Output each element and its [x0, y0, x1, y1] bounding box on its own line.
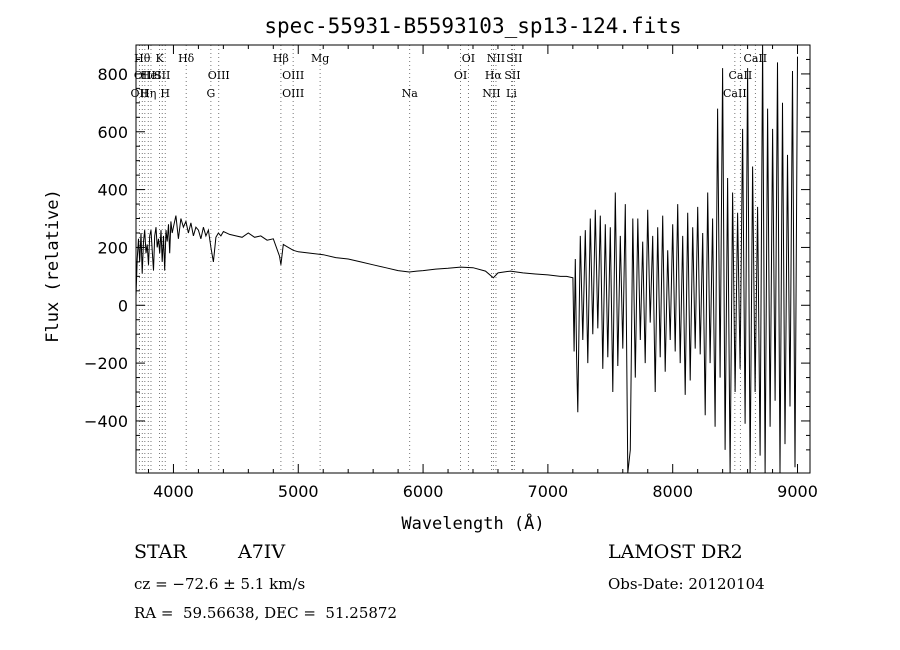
spectral-line-label: Hθ — [134, 52, 151, 65]
spectral-line-label: Hδ — [178, 52, 195, 65]
x-tick-label: 9000 — [777, 482, 818, 501]
x-tick-label: 7000 — [528, 482, 569, 501]
spectral-line-label: OI — [454, 69, 467, 82]
spectral-line-markers — [138, 45, 756, 473]
spectral-line-label: CaII — [743, 52, 767, 65]
plot-frame — [135, 44, 811, 474]
y-tick-label: 400 — [97, 181, 128, 200]
axis-ticks: 4000 5000 6000 7000 8000 9000 −400 −200 0 200 400 6… — [84, 44, 818, 501]
spectral-line-label: Hη — [140, 87, 156, 100]
spectral-line-label: Hβ — [273, 52, 289, 65]
redshift-velocity: cz = −72.6 ± 5.1 km/s — [134, 575, 306, 593]
survey-name: LAMOST DR2 — [608, 541, 743, 563]
y-tick-label: 200 — [97, 238, 128, 257]
spectral-line-label: SII — [506, 52, 522, 65]
spectral-line-label: OII — [131, 87, 149, 100]
y-tick-label: −400 — [84, 412, 128, 431]
y-tick-label: −200 — [84, 354, 128, 373]
x-tick-label: 4000 — [153, 482, 194, 501]
spectral-line-label: NII — [487, 52, 505, 65]
spectral-line-label: H — [160, 87, 170, 100]
object-class: STAR — [134, 541, 187, 563]
spectral-line-label: CaII — [723, 87, 747, 100]
spectral-line-label: K — [155, 52, 164, 65]
object-subclass: A7IV — [238, 541, 286, 563]
spectral-line-label: OIII — [282, 87, 304, 100]
spectral-line-label: OIII — [134, 69, 156, 82]
y-tick-label: 600 — [97, 123, 128, 142]
y-tick-label: 800 — [97, 65, 128, 84]
chart-title: spec-55931-B5593103_sp13-124.fits — [264, 14, 681, 38]
spectral-line-label: G — [206, 87, 215, 100]
spectral-line-label: Mg — [311, 52, 329, 65]
y-axis-label: Flux (relative) — [43, 189, 63, 343]
spectral-line-label: OI — [462, 52, 475, 65]
spectral-line-label: SII — [504, 69, 520, 82]
spectral-line-label: OIII — [208, 69, 230, 82]
x-tick-label: 6000 — [403, 482, 444, 501]
coordinates: RA = 59.56638, DEC = 51.25872 — [134, 604, 398, 622]
spectral-line-label: Na — [402, 87, 419, 100]
spectral-line-label: Li — [506, 87, 517, 100]
spectral-line-label: NII — [482, 87, 500, 100]
spectral-line-label: SII — [154, 69, 170, 82]
x-tick-label: 8000 — [652, 482, 693, 501]
spectral-line-labels: OII Hθ OIII Hη HeI K SII H Hδ G OIII Hβ OIII OIII Mg Na… — [131, 52, 768, 100]
spectral-line-label: CaII — [729, 69, 753, 82]
spectral-line-label: OIII — [282, 69, 304, 82]
x-axis-label: Wavelength (Å) — [401, 512, 544, 534]
y-tick-label: 0 — [118, 296, 128, 315]
spectrum-series-line — [136, 45, 798, 473]
spectral-line-label: Hα — [485, 69, 503, 82]
observation-date: Obs-Date: 20120104 — [608, 575, 765, 593]
spectral-line-label: HeI — [141, 69, 161, 82]
x-tick-label: 5000 — [278, 482, 319, 501]
